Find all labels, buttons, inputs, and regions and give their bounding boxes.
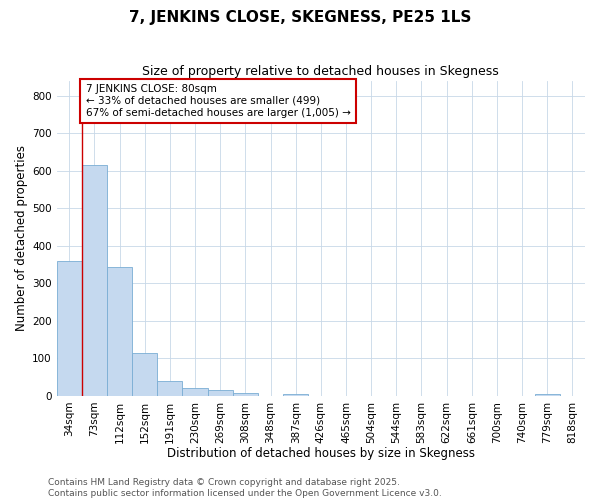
Bar	[107, 267, 132, 396]
Bar	[283, 394, 308, 396]
Text: 7, JENKINS CLOSE, SKEGNESS, PE25 1LS: 7, JENKINS CLOSE, SKEGNESS, PE25 1LS	[129, 10, 471, 25]
Bar	[132, 352, 157, 396]
Title: Size of property relative to detached houses in Skegness: Size of property relative to detached ho…	[142, 65, 499, 78]
Bar	[82, 165, 107, 396]
Text: Contains HM Land Registry data © Crown copyright and database right 2025.
Contai: Contains HM Land Registry data © Crown c…	[48, 478, 442, 498]
Bar	[233, 393, 258, 396]
Bar	[182, 388, 208, 396]
Text: 7 JENKINS CLOSE: 80sqm
← 33% of detached houses are smaller (499)
67% of semi-de: 7 JENKINS CLOSE: 80sqm ← 33% of detached…	[86, 84, 350, 117]
Bar	[56, 260, 82, 396]
Bar	[157, 381, 182, 396]
Bar	[535, 394, 560, 396]
Y-axis label: Number of detached properties: Number of detached properties	[15, 145, 28, 331]
X-axis label: Distribution of detached houses by size in Skegness: Distribution of detached houses by size …	[167, 447, 475, 460]
Bar	[208, 390, 233, 396]
